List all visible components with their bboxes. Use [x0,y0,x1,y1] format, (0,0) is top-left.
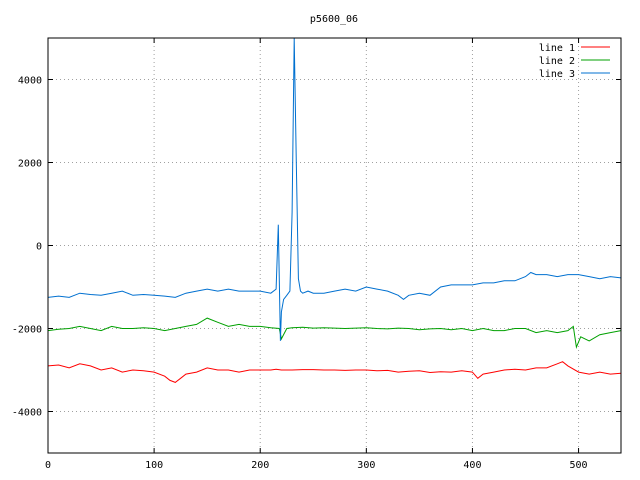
series-layer [48,38,621,383]
y-tick-label: 2000 [18,159,42,170]
plot-frame [47,37,622,454]
y-tick-label: -4000 [12,408,42,419]
series-line-3 [48,38,621,341]
y-tick-label: 0 [36,242,42,253]
x-tick-label: 200 [251,460,269,471]
y-tick-label: 4000 [18,76,42,87]
grid [48,38,621,453]
x-tick-label: 500 [570,460,588,471]
x-tick-label: 0 [45,460,51,471]
series-line-1 [48,361,621,383]
y-tick-label: -2000 [12,325,42,336]
legend-label: line 2 [539,56,575,67]
legend: line 1 line 2 line 3 [539,43,610,80]
legend-label: line 1 [539,43,575,54]
ticks: 0 100 200 300 400 500 -4000 -2000 0 2000 4000 [12,38,621,471]
x-tick-label: 300 [357,460,375,471]
chart-title: p5600_06 [310,14,358,25]
x-tick-label: 400 [463,460,481,471]
x-tick-label: 100 [145,460,163,471]
series-line-2 [48,317,621,350]
legend-label: line 3 [539,69,575,80]
